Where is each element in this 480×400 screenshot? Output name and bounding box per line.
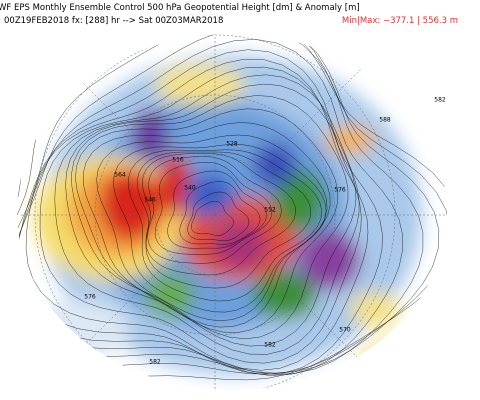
contour-label: 540	[184, 185, 196, 192]
contour-label: 552	[264, 207, 276, 214]
contour-label: 582	[149, 359, 161, 366]
contour-line	[128, 149, 322, 302]
contour-label: 546	[144, 197, 156, 204]
contour-label: 576	[84, 294, 96, 301]
contour-label: 588	[379, 117, 391, 124]
contour-line	[17, 34, 440, 374]
contour-label: 582	[264, 342, 276, 349]
map-title: WF EPS Monthly Ensemble Control 500 hPa …	[0, 3, 360, 13]
graticule	[20, 34, 447, 390]
contour-line	[17, 34, 447, 375]
contour-line	[71, 95, 349, 340]
contour-line	[75, 108, 339, 333]
contour-labels: 576 582 516 528 540 546 552 564 570 576 582 582 588	[84, 97, 446, 366]
contour-line	[17, 34, 447, 381]
contour-line	[82, 122, 331, 328]
contour-label: 570	[339, 327, 351, 334]
contour-line	[142, 153, 297, 276]
contour-line	[136, 151, 311, 289]
valid-time: 00Z19FEB2018 fx: [288] hr --> Sat 00Z03M…	[4, 16, 224, 26]
contour-label: 564	[114, 172, 126, 179]
contour-line	[17, 39, 403, 376]
min-max: Min|Max: −377.1 | 556.3 m	[341, 16, 458, 26]
contour-line	[147, 156, 282, 264]
contour-line	[54, 74, 360, 355]
contour-line	[179, 181, 261, 245]
contour-label: 582	[434, 97, 446, 104]
contour-line	[39, 66, 362, 364]
contour-line	[17, 49, 383, 375]
anomaly-field	[17, 34, 447, 390]
contour-line	[187, 191, 250, 242]
height-contours	[17, 34, 447, 381]
contour-line	[65, 83, 357, 347]
contour-label: 516	[172, 157, 184, 164]
contour-line	[17, 34, 424, 375]
contour-label: 528	[226, 141, 238, 148]
contour-line	[191, 200, 234, 236]
contour-line	[154, 162, 273, 255]
contour-line	[113, 144, 327, 313]
contour-line	[96, 134, 328, 322]
contour-line	[167, 170, 267, 249]
contour-label: 576	[334, 187, 346, 194]
contour-line	[25, 58, 369, 371]
